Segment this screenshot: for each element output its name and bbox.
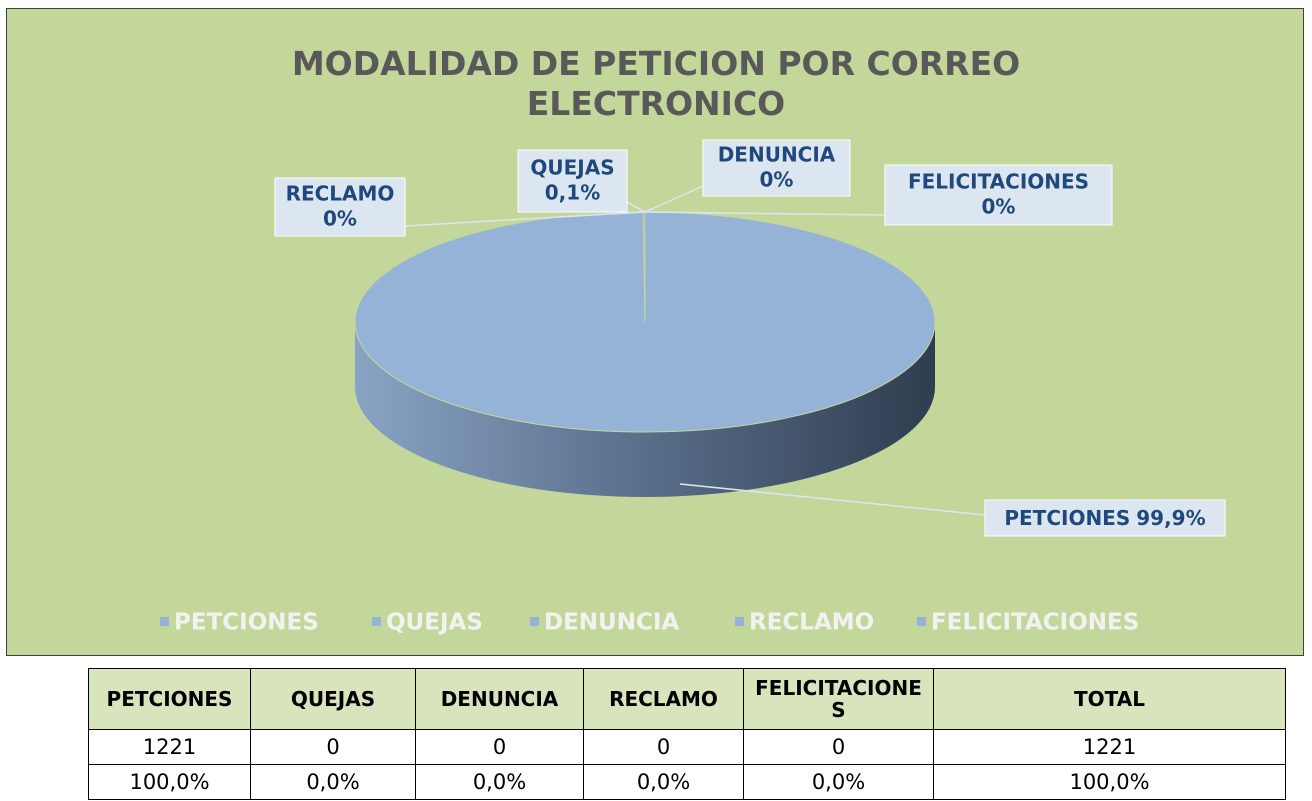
data-label-name: QUEJAS bbox=[530, 156, 614, 180]
data-table: PETCIONES QUEJAS DENUNCIA RECLAMO FELICITACI… bbox=[88, 668, 1286, 800]
data-label-value: 99,9% bbox=[1136, 506, 1205, 530]
legend-marker bbox=[735, 617, 744, 626]
data-label-box bbox=[984, 499, 1226, 537]
table-cell: 100,0% bbox=[88, 764, 251, 800]
data-label-value: 0% bbox=[323, 207, 357, 231]
table-cell: 0,0% bbox=[583, 764, 744, 800]
data-label-value: 0% bbox=[982, 195, 1016, 219]
table-cell: 0 bbox=[250, 729, 416, 765]
data-label-name: DENUNCIA bbox=[718, 143, 836, 167]
legend-label: PETCIONES bbox=[174, 610, 319, 636]
table-cell: 0,0% bbox=[415, 764, 584, 800]
legend-label: QUEJAS bbox=[386, 610, 483, 636]
table-cell: 0,0% bbox=[250, 764, 416, 800]
header-cell: TOTAL bbox=[933, 668, 1286, 730]
data-label-box bbox=[517, 149, 628, 213]
table-row: 100,0% 0,0% 0,0% 0,0% 0,0% 100,0% bbox=[88, 764, 1286, 800]
legend-marker bbox=[160, 617, 169, 626]
data-label-name: RECLAMO bbox=[286, 182, 395, 206]
data-label-name: FELICITACIONES bbox=[908, 170, 1089, 194]
legend-label: RECLAMO bbox=[749, 610, 874, 636]
data-label-name: PETCIONES bbox=[1004, 506, 1130, 530]
leader-line bbox=[404, 211, 646, 227]
header-cell: RECLAMO bbox=[583, 668, 744, 730]
leader-line bbox=[626, 201, 646, 213]
data-label-value: 0% bbox=[760, 168, 794, 192]
leader-line bbox=[679, 483, 986, 516]
chart-title: MODALIDAD DE PETICION POR CORREO ELECTRO… bbox=[291, 44, 1021, 123]
chart: PETCIONES 99,9%QUEJAS0,1%DENUNCIA0%RECLAM… bbox=[160, 139, 1226, 636]
header-cell: QUEJAS bbox=[250, 668, 416, 730]
data-label: PETCIONES 99,9% bbox=[1004, 506, 1205, 530]
data-label-value: 0,1% bbox=[545, 181, 600, 205]
legend-label: DENUNCIA bbox=[544, 610, 679, 636]
header-row: PETCIONES QUEJAS DENUNCIA RECLAMO FELICITACI… bbox=[88, 668, 1286, 730]
table-cell: 0 bbox=[743, 729, 934, 765]
legend-marker bbox=[372, 617, 381, 626]
header-cell: PETCIONES bbox=[88, 668, 251, 730]
table-cell: 1221 bbox=[933, 729, 1286, 765]
table-cell: 0 bbox=[415, 729, 584, 765]
header-cell: DENUNCIA bbox=[415, 668, 584, 730]
data-label-box bbox=[274, 177, 406, 237]
table-cell: 0,0% bbox=[743, 764, 934, 800]
table-row: 1221 0 0 0 0 1221 bbox=[88, 729, 1286, 765]
table-cell: 1221 bbox=[88, 729, 251, 765]
table-cell: 100,0% bbox=[933, 764, 1286, 800]
pie-side bbox=[355, 322, 935, 497]
table-cell: 0 bbox=[583, 729, 744, 765]
leader-line bbox=[644, 185, 704, 213]
legend-label: FELICITACIONES bbox=[931, 610, 1139, 636]
leader-line bbox=[644, 211, 886, 216]
data-label-box bbox=[884, 164, 1113, 226]
data-label-box bbox=[702, 139, 851, 197]
legend-marker bbox=[917, 617, 926, 626]
legend-marker bbox=[530, 617, 539, 626]
header-cell: FELICITACIONES bbox=[743, 668, 934, 730]
